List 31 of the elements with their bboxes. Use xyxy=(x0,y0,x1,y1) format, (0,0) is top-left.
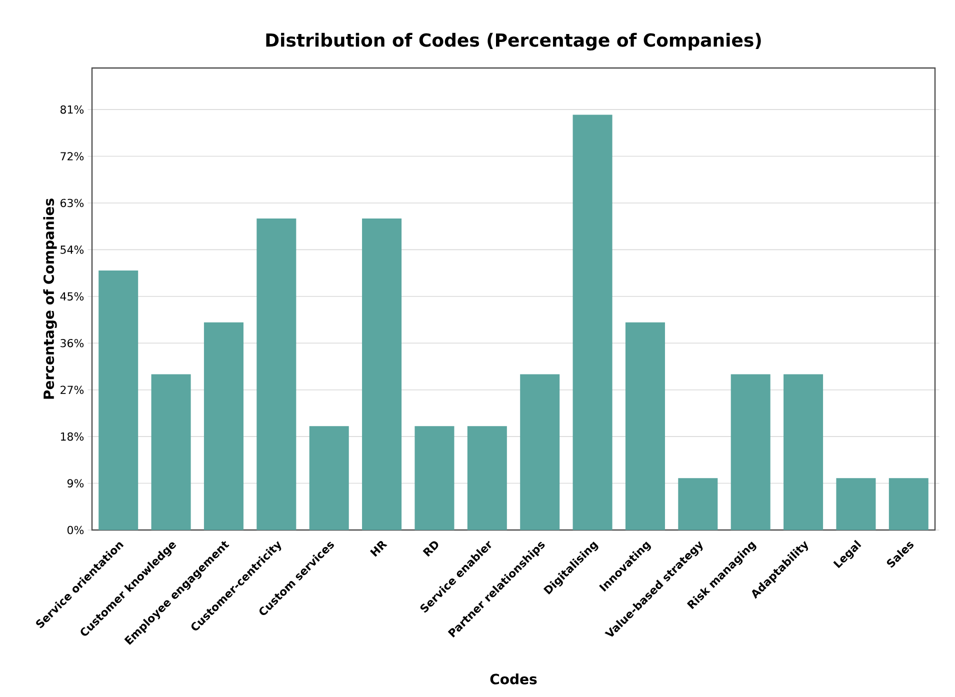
bar xyxy=(836,478,876,530)
bar xyxy=(98,270,138,530)
y-axis-title: Percentage of Companies xyxy=(43,198,57,399)
bar xyxy=(362,218,402,530)
y-tick-label: 81% xyxy=(60,105,84,114)
bar xyxy=(414,426,454,530)
y-tick-label: 45% xyxy=(60,292,84,301)
bar xyxy=(256,218,296,530)
y-tick-label: 54% xyxy=(60,246,84,254)
bar xyxy=(678,478,718,530)
y-tick-label: 9% xyxy=(67,479,84,488)
bar xyxy=(572,114,612,530)
bar xyxy=(309,426,349,530)
y-tick-label: 27% xyxy=(60,386,84,394)
y-tick-label: 63% xyxy=(60,198,84,208)
bar xyxy=(888,478,928,530)
y-tick-label: 0% xyxy=(67,526,84,534)
bar xyxy=(730,374,770,530)
bar xyxy=(520,374,560,530)
x-axis-title: Codes xyxy=(490,674,537,684)
bar xyxy=(151,374,191,530)
bar xyxy=(784,374,824,530)
chart-title: Distribution of Codes (Percentage of Companies) xyxy=(266,32,761,50)
x-tick-label: RD xyxy=(422,541,438,557)
bar xyxy=(467,426,507,530)
y-tick-label: 36% xyxy=(60,338,84,348)
bar xyxy=(625,322,665,530)
y-tick-label: 72% xyxy=(60,152,84,160)
x-tick-label: HR xyxy=(370,541,388,557)
bar xyxy=(204,322,244,530)
y-tick-label: 18% xyxy=(60,432,84,441)
